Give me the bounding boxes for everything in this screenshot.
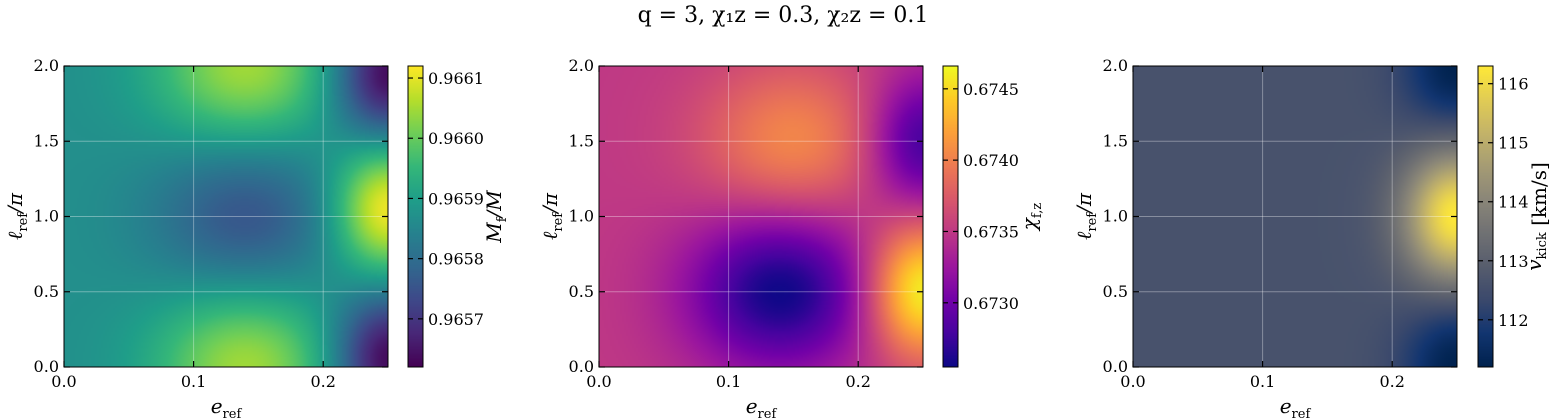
figure-title: q = 3, χ₁z = 0.3, χ₂z = 0.1 (638, 3, 929, 28)
y-tick-label: 0.5 (1103, 282, 1128, 301)
heatmap-panel-1: 0.0 0.1 0.2 0.0 0.5 1.0 1.5 2.0 eref ℓref/π 0.9657… (3, 56, 510, 420)
y-tick-label: 0.0 (1103, 357, 1128, 376)
x-tick-label: 0.2 (310, 372, 335, 391)
y-tick-label: 2.0 (34, 56, 59, 75)
colorbar-tick-label: 0.6735 (963, 222, 1019, 241)
colorbar-tick-label: 116 (1498, 75, 1529, 94)
heatmap-panel-3: 0.0 0.1 0.2 0.0 0.5 1.0 1.5 2.0 eref ℓref/π 112 113… (1072, 56, 1551, 420)
colorbar-tick-label: 112 (1498, 311, 1529, 330)
y-tick-label: 1.0 (569, 207, 594, 226)
colorbar-tick-label: 114 (1498, 193, 1529, 212)
colorbar-gradient (1478, 66, 1493, 367)
colorbar-tick-label: 0.9657 (428, 310, 484, 329)
heatmap-image (1133, 66, 1457, 367)
x-tick-label: 0.1 (716, 372, 741, 391)
colorbar-label: Mf/M (482, 190, 510, 244)
colorbar: 0.6730 0.6735 0.6740 0.6745 χf,z (942, 65, 1045, 368)
colorbar-gradient (408, 66, 423, 367)
y-tick-label: 1.5 (34, 131, 59, 150)
colorbar-label: vkick [km/s] (1522, 162, 1551, 271)
colorbar: 0.9657 0.9658 0.9659 0.9660 0.9661 Mf/M (407, 65, 510, 368)
colorbar-tick-label: 0.9658 (428, 250, 484, 269)
y-tick-label: 2.0 (1103, 56, 1128, 75)
y-tick-label: 2.0 (569, 56, 594, 75)
y-tick-label: 1.0 (34, 207, 59, 226)
colorbar-tick-label: 113 (1498, 252, 1529, 271)
y-tick-label: 1.0 (1103, 207, 1128, 226)
y-tick-label: 0.0 (569, 357, 594, 376)
x-tick-label: 0.0 (51, 372, 76, 391)
colorbar-tick-label: 0.9659 (428, 189, 484, 208)
heatmap-panel-2: 0.0 0.1 0.2 0.0 0.5 1.0 1.5 2.0 eref ℓref/π 0.6730… (538, 56, 1045, 420)
colorbar-label: χf,z (1017, 203, 1045, 233)
colorbar-tick-label: 0.6745 (963, 80, 1019, 99)
y-tick-label: 0.0 (34, 357, 59, 376)
x-tick-label: 0.2 (1379, 372, 1404, 391)
x-tick-label: 0.0 (586, 372, 611, 391)
colorbar-frame (407, 65, 424, 368)
heatmap-image (64, 66, 388, 367)
colorbar-gradient (943, 66, 958, 367)
colorbar-tick-label: 0.6730 (963, 294, 1019, 313)
colorbar-tick-label: 0.9661 (428, 69, 484, 88)
colorbar-tick-label: 0.9660 (428, 129, 484, 148)
x-axis-label: eref (746, 394, 778, 420)
y-tick-label: 0.5 (34, 282, 59, 301)
x-axis-label: eref (1280, 394, 1312, 420)
colorbar-tick-label: 115 (1498, 134, 1529, 153)
x-axis-label: eref (211, 394, 243, 420)
x-tick-label: 0.1 (181, 372, 206, 391)
y-tick-label: 1.5 (1103, 131, 1128, 150)
heatmap-image (599, 66, 923, 367)
y-axis-label: ℓref/π (538, 192, 566, 240)
y-tick-label: 1.5 (569, 131, 594, 150)
x-tick-label: 0.2 (845, 372, 870, 391)
x-tick-label: 0.0 (1120, 372, 1145, 391)
colorbar: 112 113 114 115 116 vkick [km/s] (1477, 65, 1551, 368)
y-tick-label: 0.5 (569, 282, 594, 301)
y-axis-label: ℓref/π (3, 192, 31, 240)
y-axis-label: ℓref/π (1072, 192, 1100, 240)
x-tick-label: 0.1 (1250, 372, 1275, 391)
colorbar-tick-label: 0.6740 (963, 151, 1019, 170)
colorbar-frame (1477, 65, 1494, 368)
colorbar-frame (942, 65, 959, 368)
